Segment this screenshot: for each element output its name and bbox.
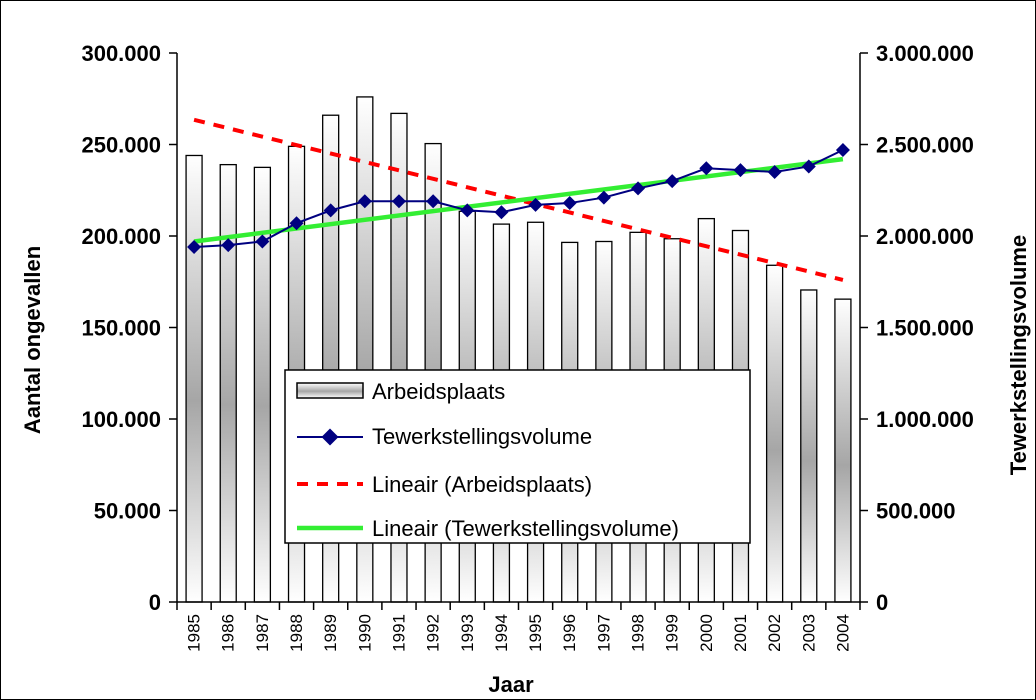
legend-swatch-arbeidsplaats [296, 382, 364, 399]
legend: Arbeidsplaats Tewerkstellingsvolume Line… [284, 369, 751, 544]
x-tick-label: 1995 [526, 614, 545, 652]
y2-axis-title: Tewerkstellingsvolume [1006, 235, 1031, 475]
tewerkstelling-line-group [187, 142, 850, 254]
y2-tick-label: 2.000.000 [876, 224, 974, 249]
x-tick-label: 1990 [355, 614, 374, 652]
x-tick-label: 1992 [424, 614, 443, 652]
y2-tick-label: 500.000 [876, 499, 956, 524]
tewerkstelling-point-1998 [631, 181, 646, 196]
tewerkstelling-point-1988 [289, 216, 304, 231]
legend-label-lineair-tewerkstelling: Lineair (Tewerkstellingsvolume) [372, 516, 679, 541]
bar-2002 [765, 264, 784, 603]
x-tick-labels: 1985 1986 1987 1988 1989 1990 1991 1992 1993 1994… [185, 614, 853, 652]
x-tick-label: 1994 [492, 614, 511, 652]
x-tick-label: 1985 [185, 614, 204, 652]
tewerkstelling-point-1991 [391, 194, 406, 209]
y-tick-label: 0 [149, 590, 161, 615]
y-axis-title: Aantal ongevallen [20, 246, 45, 434]
tewerkstelling-point-1994 [494, 205, 509, 220]
y2-tick-label: 1.500.000 [876, 316, 974, 341]
bar-1986 [219, 163, 237, 603]
tewerkstelling-point-1985 [187, 239, 202, 254]
legend-label-lineair-arbeidsplaats: Lineair (Arbeidsplaats) [372, 472, 592, 497]
legend-box [284, 369, 751, 544]
tewerkstelling-point-2002 [767, 164, 782, 179]
trendline-tewerkstelling [193, 156, 844, 244]
tewerkstelling-point-2000 [699, 161, 714, 176]
tewerkstelling-point-1990 [357, 194, 372, 209]
x-tick-label: 1993 [458, 614, 477, 652]
legend-swatch-tewerkstelling-marker [321, 428, 339, 446]
tewerkstelling-point-1997 [596, 190, 611, 205]
x-tick-label: 1989 [321, 614, 340, 652]
x-tick-label: 1997 [594, 614, 613, 652]
bar-1985 [185, 154, 203, 603]
left-tick-labels: 0 50.000 100.000 150.000 200.000 250.000 300.0… [81, 41, 161, 615]
axes-group [169, 52, 868, 610]
y-tick-label: 100.000 [81, 407, 161, 432]
x-tick-label: 1996 [560, 614, 579, 652]
y2-tick-label: 3.000.000 [876, 41, 974, 66]
bar-2003 [800, 289, 818, 603]
tewerkstelling-point-1987 [255, 234, 270, 249]
x-tick-label: 1991 [389, 614, 408, 652]
y2-tick-label: 2.500.000 [876, 133, 974, 158]
tewerkstelling-point-1995 [528, 197, 543, 212]
trendline-tewerkstelling-group [193, 156, 844, 244]
y2-tick-label: 0 [876, 590, 888, 615]
x-tick-label: 1998 [629, 614, 648, 652]
x-tick-label: 1988 [287, 614, 306, 652]
x-tick-label: 1987 [253, 614, 272, 652]
tewerkstelling-point-1999 [665, 174, 680, 189]
y-tick-label: 300.000 [81, 41, 161, 66]
x-tick-label: 1986 [219, 614, 238, 652]
tewerkstelling-point-1996 [562, 196, 577, 211]
tewerkstelling-point-1993 [460, 203, 475, 218]
tewerkstelling-point-2003 [801, 159, 816, 174]
x-tick-label: 1999 [663, 614, 682, 652]
bar-2004 [834, 298, 852, 603]
tewerkstelling-point-2001 [733, 163, 748, 178]
x-tick-label: 2000 [697, 614, 716, 652]
y2-tick-label: 1.000.000 [876, 407, 974, 432]
x-axis-title: Jaar [488, 672, 534, 697]
tewerkstelling-point-2004 [835, 142, 850, 157]
legend-label-arbeidsplaats: Arbeidsplaats [372, 379, 505, 404]
x-tick-label: 2002 [765, 614, 784, 652]
tewerkstelling-point-1992 [426, 194, 441, 209]
y-tick-label: 150.000 [81, 316, 161, 341]
tewerkstelling-point-1989 [323, 203, 338, 218]
legend-label-tewerkstelling: Tewerkstellingsvolume [372, 424, 592, 449]
x-tick-label: 2004 [833, 614, 852, 652]
y-tick-label: 50.000 [94, 499, 161, 524]
right-tick-labels: 0 500.000 1.000.000 1.500.000 2.000.000 2.500… [876, 41, 974, 615]
x-tick-label: 2001 [731, 614, 750, 652]
y-tick-label: 250.000 [81, 133, 161, 158]
x-tick-label: 2003 [799, 614, 818, 652]
tewerkstelling-point-1986 [221, 238, 236, 253]
y-tick-label: 200.000 [81, 224, 161, 249]
